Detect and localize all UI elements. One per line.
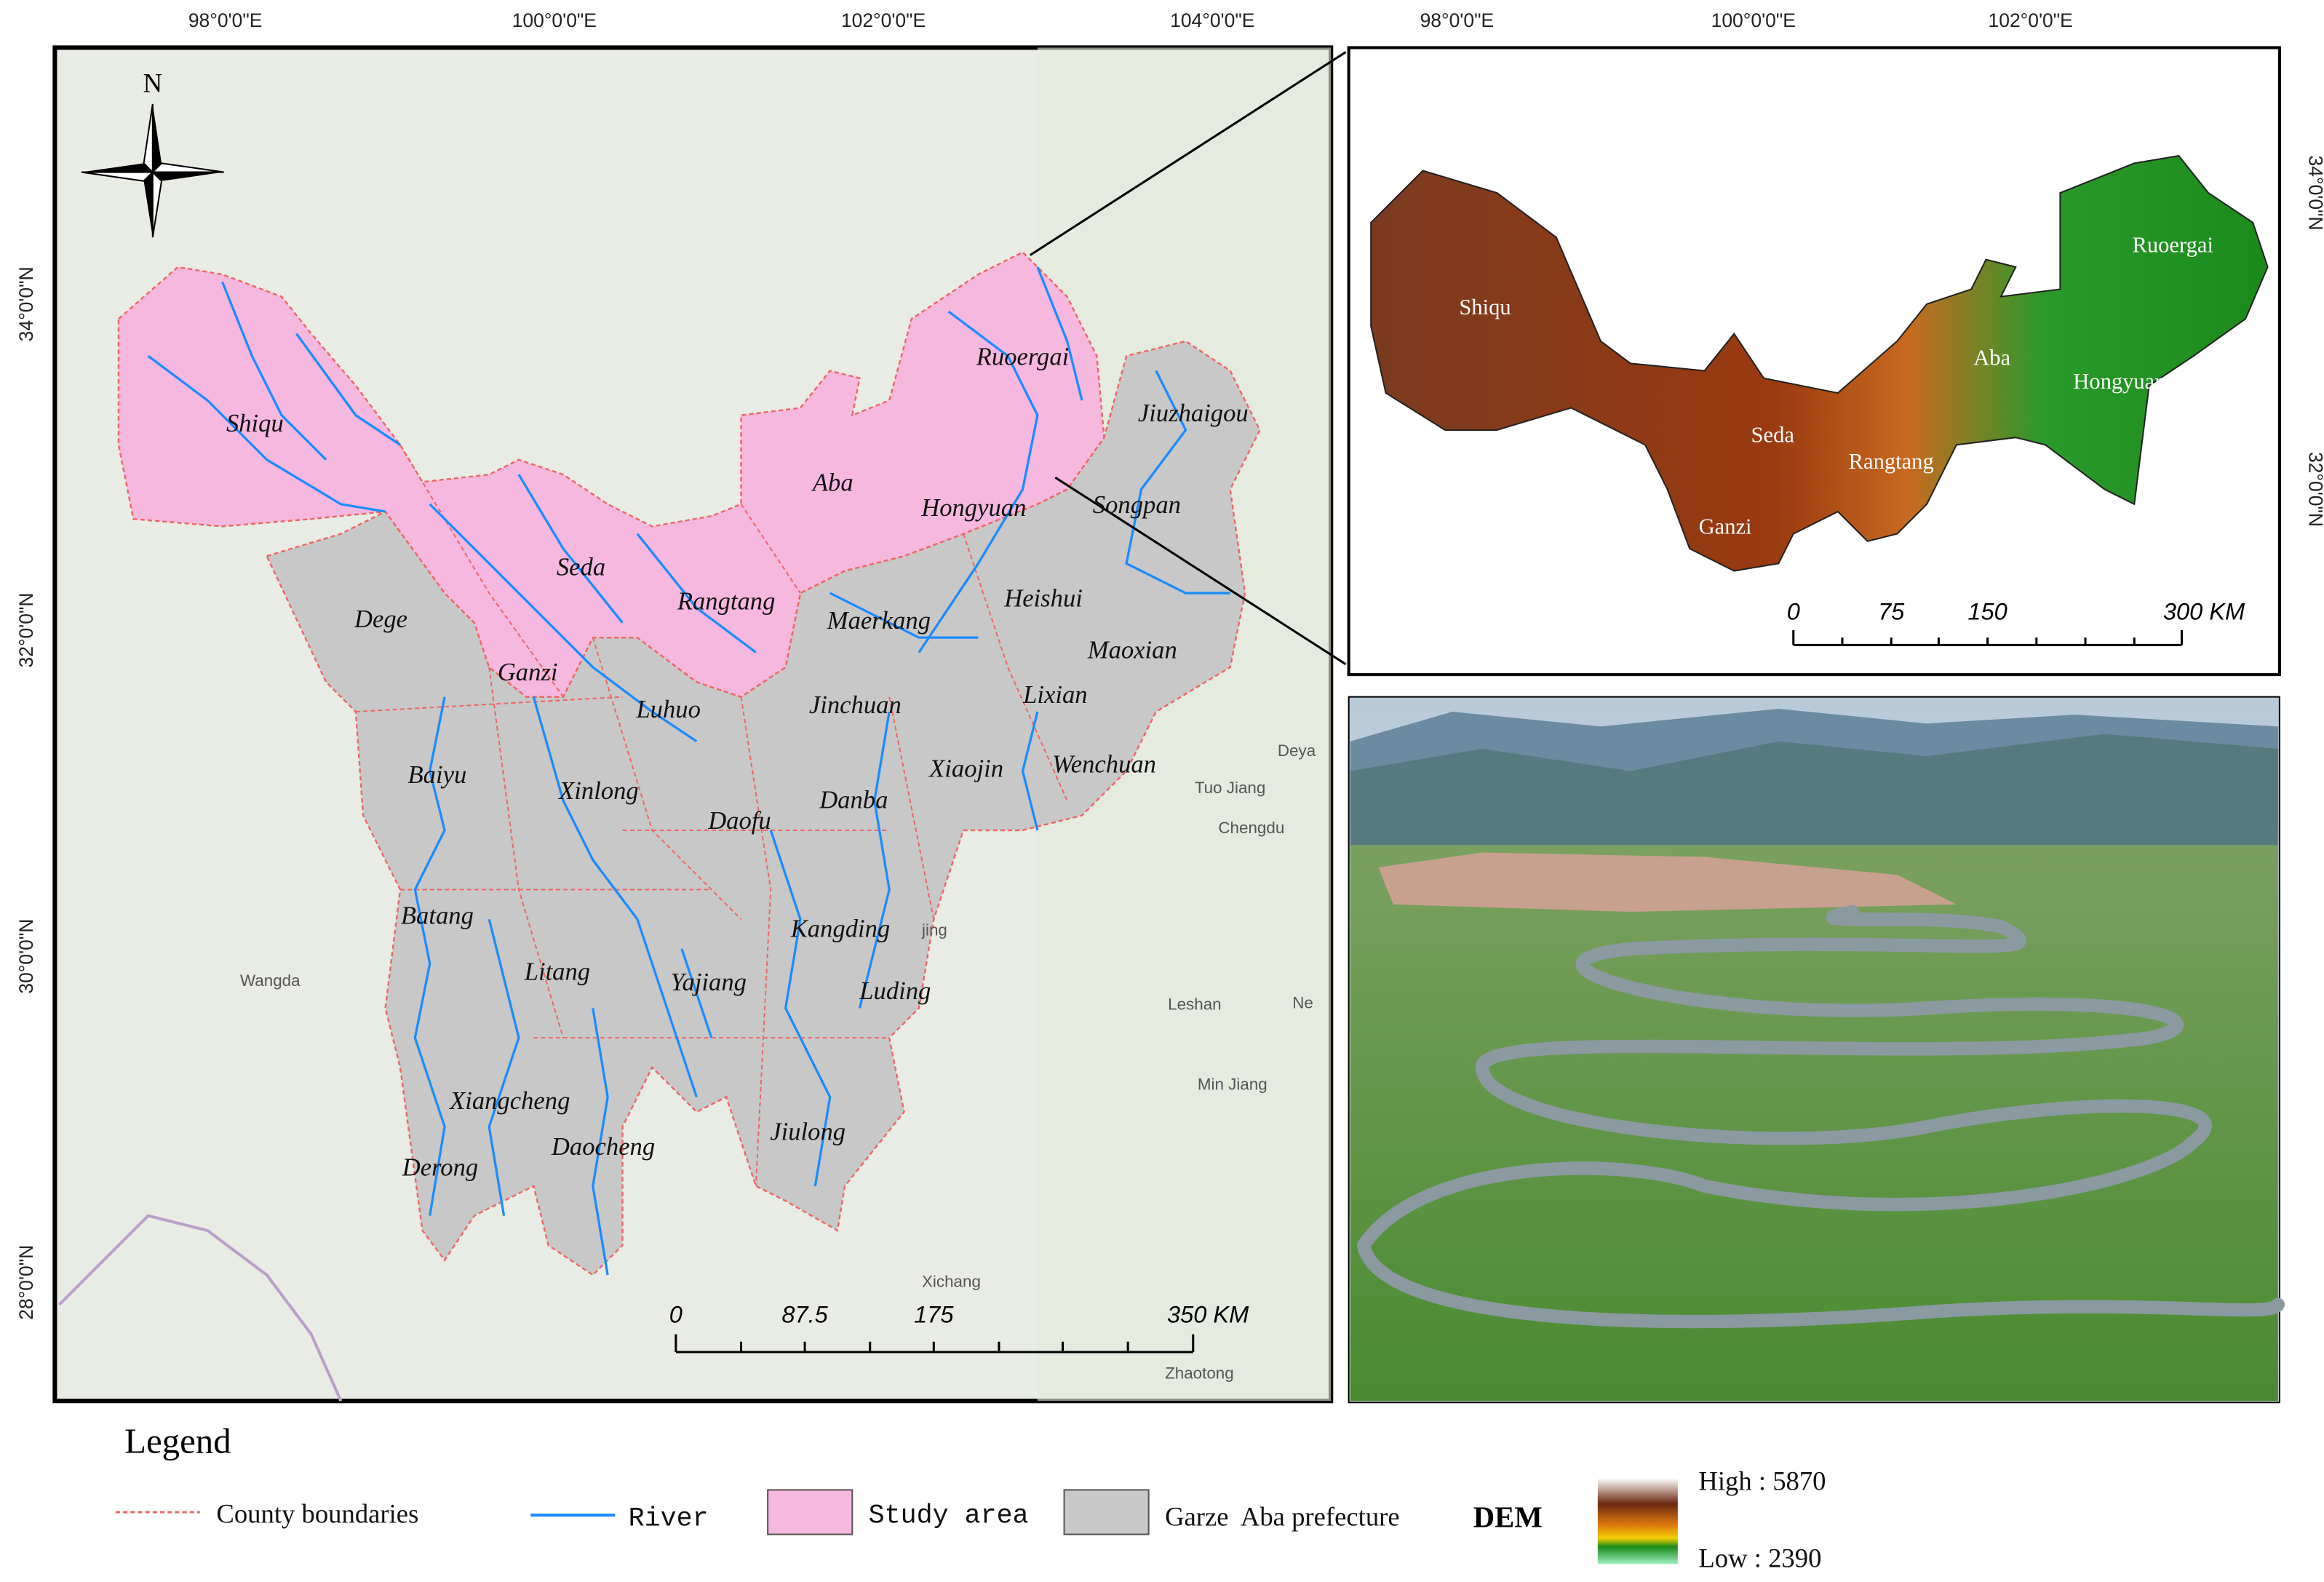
county-label: Derong xyxy=(402,1154,478,1182)
county-label: Luding xyxy=(859,977,931,1005)
lat-tick-label: 34°0'0"N xyxy=(15,266,37,341)
photo xyxy=(1348,696,2285,1404)
county-label: Lixian xyxy=(1022,681,1087,709)
basemap-label: Wangda xyxy=(240,971,301,990)
inset-scale-label: 75 xyxy=(1878,598,1905,625)
inset-lon-tick-label: 100°0'0"E xyxy=(1711,9,1796,31)
inset-scale-label: 150 xyxy=(1967,598,2007,625)
county-label: Jiulong xyxy=(770,1118,845,1146)
legend-item: River xyxy=(629,1503,709,1534)
lat-tick-label: 28°0'0"N xyxy=(15,1245,37,1320)
inset-county-label: Ruoergai xyxy=(2133,233,2213,258)
scale-label: 87.5 xyxy=(781,1300,828,1327)
basemap-label: Tuo Jiang xyxy=(1195,779,1266,797)
county-label: Maerkang xyxy=(827,607,931,635)
inset-county-label: Shiqu xyxy=(1459,295,1511,319)
county-label: Seda xyxy=(557,554,605,581)
legend-dem-title: DEM xyxy=(1473,1500,1543,1533)
legend-dem-high: High : 5870 xyxy=(1698,1466,1826,1495)
county-label: Hongyuan xyxy=(920,494,1026,522)
inset-county-label: Aba xyxy=(1973,345,2010,370)
county-label: Batang xyxy=(401,902,474,929)
basemap-label: Leshan xyxy=(1168,995,1221,1013)
legend-dem-ramp xyxy=(1597,1478,1678,1565)
county-label: Dege xyxy=(354,605,407,633)
north-arrow xyxy=(81,103,224,238)
county-label: Daocheng xyxy=(551,1133,655,1161)
county-label: Shiqu xyxy=(226,410,284,437)
legend-study-swatch xyxy=(767,1489,853,1535)
county-label: Luhuo xyxy=(635,696,700,723)
county-label: Jiuzhaigou xyxy=(1138,400,1249,427)
county-label: Ruoergai xyxy=(976,343,1070,370)
county-label: Kangding xyxy=(790,915,891,943)
connector xyxy=(1054,476,1347,666)
legend-item: Study area xyxy=(869,1500,1029,1531)
scale-label: 0 xyxy=(669,1300,683,1327)
legend-item: County boundaries xyxy=(216,1498,418,1528)
county-label: Ganzi xyxy=(498,659,558,686)
legend-prefecture-swatch xyxy=(1063,1489,1150,1535)
rivers xyxy=(147,266,1230,1276)
county-label: Xinlong xyxy=(557,777,639,805)
lon-tick-label: 102°0'0"E xyxy=(841,9,926,31)
county-label: Songpan xyxy=(1093,491,1181,519)
legend-dem-low: Low : 2390 xyxy=(1698,1543,1821,1573)
inset-lon-tick-label: 98°0'0"E xyxy=(1420,9,1495,31)
scale-label: 350 KM xyxy=(1167,1300,1249,1327)
county-label: Maoxian xyxy=(1087,637,1177,664)
lon-tick-label: 98°0'0"E xyxy=(188,9,263,31)
lon-tick-label: 104°0'0"E xyxy=(1170,9,1254,31)
county-label: Heishui xyxy=(1003,584,1083,612)
inset-scale-label: 300 KM xyxy=(2163,598,2245,625)
basemap-label: Min Jiang xyxy=(1198,1075,1268,1093)
inset-lat-tick-label: 34°0'0"N xyxy=(2305,156,2324,231)
inset-county-label: Ganzi xyxy=(1699,514,1752,539)
county-label: Wenchuan xyxy=(1052,751,1156,779)
basemap-label: Xichang xyxy=(922,1272,981,1290)
lat-tick-label: 30°0'0"N xyxy=(15,919,37,994)
county-label: Jinchuan xyxy=(809,691,902,719)
main-scale-bar xyxy=(674,1334,1195,1354)
county-label: Xiangcheng xyxy=(448,1087,570,1115)
basemap-label: Zhaotong xyxy=(1165,1364,1234,1383)
inset-lat-tick-label: 32°0'0"N xyxy=(2305,452,2324,527)
county-label: Litang xyxy=(524,958,590,986)
province-border xyxy=(58,1214,343,1402)
county-label: Rangtang xyxy=(677,587,776,615)
lon-tick-label: 100°0'0"E xyxy=(512,9,597,31)
inset-county-label: Hongyuan xyxy=(2073,369,2165,394)
inset-lon-tick-label: 102°0'0"E xyxy=(1989,9,2073,31)
county-label: Baiyu xyxy=(408,761,467,789)
lat-tick-label: 32°0'0"N xyxy=(15,592,37,667)
county-label: Yajiang xyxy=(670,969,747,996)
basemap-label: jing xyxy=(921,921,947,939)
basemap-label: Ne xyxy=(1292,993,1313,1011)
county-label: Aba xyxy=(811,469,853,497)
scale-label: 175 xyxy=(914,1300,954,1327)
basemap-label: Deya xyxy=(1278,742,1316,760)
inset-scale-bar xyxy=(1792,629,2183,646)
county-label: Danba xyxy=(819,786,888,814)
north-label: N xyxy=(143,68,162,98)
legend-item: Garze Aba prefecture xyxy=(1165,1501,1400,1531)
county-label: Xiaojin xyxy=(928,755,1003,783)
inset-scale-label: 0 xyxy=(1787,598,1800,625)
connector xyxy=(1029,51,1347,256)
inset-county-label: Rangtang xyxy=(1849,449,1934,474)
basemap-label: Chengdu xyxy=(1218,819,1284,837)
dem-terrain xyxy=(1370,155,2269,572)
county-label: Daofu xyxy=(707,807,771,835)
inset-county-label: Seda xyxy=(1751,422,1795,447)
legend-title: Legend xyxy=(124,1421,231,1461)
